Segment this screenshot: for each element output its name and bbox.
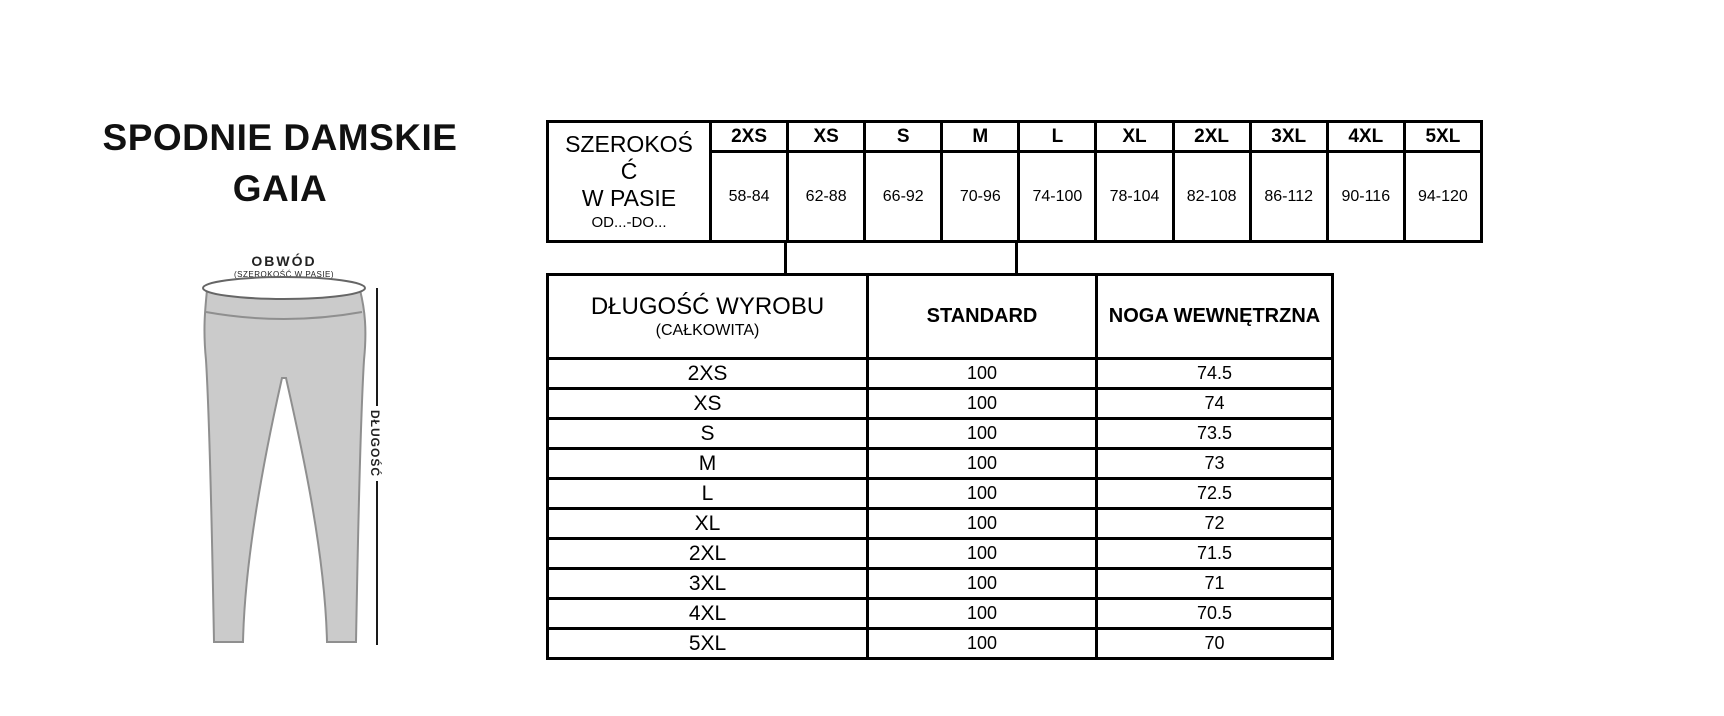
waist-header-line: SZEROKOŚ [565,131,693,157]
size-range: 94-120 [1417,187,1468,205]
size-range: 78-104 [1109,187,1160,205]
inner-leg-cell: 73 [1204,453,1225,473]
waist-width-table: SZEROKOŚ Ć W PASIE OD...-DO... 2XS 58-84… [546,120,1483,243]
size-cell: XS [549,390,869,417]
table-row-m: M 100 73 [549,447,1331,477]
size-range: 86-112 [1264,187,1314,205]
pants-diagram [202,276,367,643]
size-header: 5XL [1405,123,1480,153]
table-row-2xs: 2XS 100 74.5 [549,357,1331,387]
size-header: L [1020,123,1095,153]
table-row-xs: XS 100 74 [549,387,1331,417]
standard-cell: 100 [869,360,1098,387]
inner-leg-cell: 72 [1204,513,1225,533]
waist-header-line: Ć [620,158,638,184]
pants-shape [203,288,367,643]
size-header: XL [1097,123,1172,153]
length-table-header-inner-leg: NOGA WEWNĘTRZNA [1108,305,1321,327]
size-cell: 3XL [549,570,869,597]
table-row-xl: XL 100 72 [549,507,1331,537]
size-header: 3XL [1251,123,1326,153]
size-header: 4XL [1328,123,1403,153]
waist-table-column-2xs: 2XS 58-84 [709,123,787,240]
size-header: 2XL [1174,123,1249,153]
standard-cell: 100 [869,540,1098,567]
table-row-l: L 100 72.5 [549,477,1331,507]
page-title-line2: GAIA [232,168,328,209]
size-cell: 4XL [549,600,869,627]
standard-cell: 100 [869,390,1098,417]
waist-table-column-m: M 70-96 [940,123,1018,240]
inner-leg-cell: 70 [1204,633,1225,653]
size-range: 90-116 [1341,187,1391,205]
table-row-s: S 100 73.5 [549,417,1331,447]
inner-leg-cell: 72.5 [1196,483,1233,503]
size-cell: 5XL [549,630,869,657]
size-cell: 2XL [549,540,869,567]
pants-waistband-seam [205,311,363,320]
waist-table-column-l: L 74-100 [1017,123,1095,240]
waist-measure-label-group: OBWÓD (SZEROKOŚĆ W PASIE) [184,253,384,279]
waist-table-column-2xl: 2XL 82-108 [1171,123,1249,240]
size-cell: L [549,480,869,507]
size-range: 74-100 [1032,187,1083,205]
waist-measure-sublabel: (SZEROKOŚĆ W PASIE) [233,270,335,279]
table-connector-line-left [784,241,787,276]
size-cell: XL [549,510,869,537]
standard-cell: 100 [869,420,1098,447]
inner-leg-cell: 71 [1204,573,1225,593]
standard-cell: 100 [869,630,1098,657]
standard-cell: 100 [869,570,1098,597]
standard-cell: 100 [869,510,1098,537]
length-dimension-label: DŁUGOŚĆ [367,406,383,481]
waist-table-column-3xl: 3XL 86-112 [1248,123,1326,240]
standard-cell: 100 [869,480,1098,507]
size-cell: 2XS [549,360,869,387]
size-header: 2XS [712,123,787,153]
length-table-header-product-length: DŁUGOŚĆ WYROBU (CAŁKOWITA) [549,276,869,357]
table-connector-line-right [1015,241,1018,276]
table-row-5xl: 5XL 100 70 [549,627,1331,657]
table-row-2xl: 2XL 100 71.5 [549,537,1331,567]
waist-header-line: W PASIE [581,185,677,211]
table-row-4xl: 4XL 100 70.5 [549,597,1331,627]
waist-table-column-4xl: 4XL 90-116 [1325,123,1403,240]
product-length-table: DŁUGOŚĆ WYROBU (CAŁKOWITA) STANDARD NOGA… [546,273,1334,660]
page-title: SPODNIE DAMSKIE GAIA [80,112,480,214]
size-range: 66-92 [882,187,924,205]
size-header: S [866,123,941,153]
size-range: 82-108 [1186,187,1237,205]
waist-table-column-xs: XS 62-88 [786,123,864,240]
inner-leg-cell: 71.5 [1196,543,1233,563]
length-table-header-standard: STANDARD [869,276,1098,357]
page-title-line1: SPODNIE DAMSKIE [102,117,458,158]
waist-ellipse [202,276,366,300]
waist-table-column-xl: XL 78-104 [1094,123,1172,240]
inner-leg-cell: 70.5 [1196,603,1233,623]
standard-cell: 100 [869,600,1098,627]
product-length-subtitle: (CAŁKOWITA) [655,322,760,339]
size-cell: S [549,420,869,447]
size-range: 70-96 [959,187,1001,205]
size-range: 58-84 [728,187,770,205]
waist-table-header-cell: SZEROKOŚ Ć W PASIE OD...-DO... [549,123,709,240]
size-cell: M [549,450,869,477]
waist-header-note: OD...-DO... [591,214,667,231]
size-header: M [943,123,1018,153]
product-length-title: DŁUGOŚĆ WYROBU [590,293,825,320]
size-range: 62-88 [805,187,847,205]
waist-table-column-5xl: 5XL 94-120 [1402,123,1480,240]
inner-leg-cell: 73.5 [1196,423,1233,443]
waist-measure-label: OBWÓD [251,253,317,269]
standard-cell: 100 [869,450,1098,477]
inner-leg-cell: 74.5 [1196,363,1233,383]
length-table-header-row: DŁUGOŚĆ WYROBU (CAŁKOWITA) STANDARD NOGA… [549,276,1331,357]
size-header: XS [789,123,864,153]
table-row-3xl: 3XL 100 71 [549,567,1331,597]
inner-leg-cell: 74 [1204,393,1225,413]
waist-table-column-s: S 66-92 [863,123,941,240]
